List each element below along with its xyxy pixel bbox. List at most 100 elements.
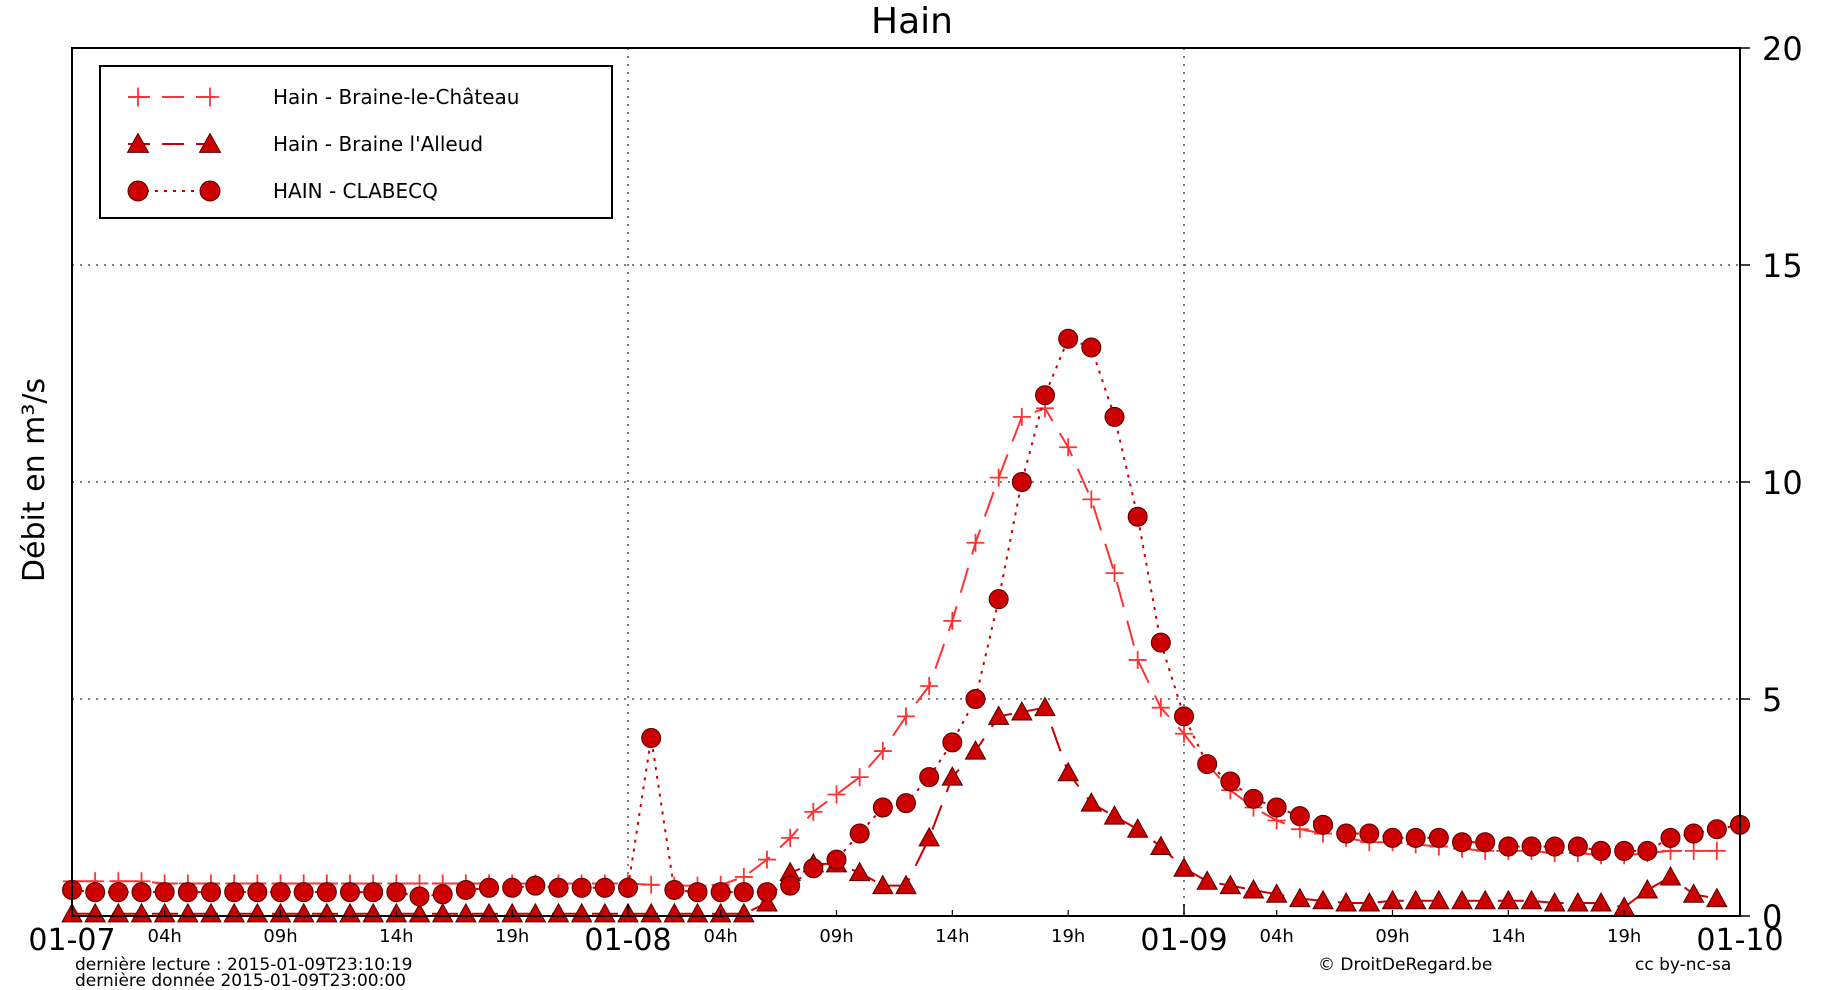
legend-label-0: Hain - Braine-le-Château (273, 85, 519, 109)
x-minor-tick-label-10: 14h (1491, 926, 1525, 947)
series-1-point-46 (1126, 818, 1149, 838)
x-major-tick-label-3: 01-10 (1696, 923, 1783, 958)
series-1-point-25 (640, 902, 663, 923)
x-minor-tick-label-6: 14h (935, 926, 969, 947)
series-2-point-58 (1405, 827, 1426, 848)
series-2-point-61 (1475, 832, 1496, 853)
series-1-point-52 (1265, 883, 1288, 903)
series-2-point-31 (780, 875, 801, 896)
series-0-point-37 (920, 676, 939, 695)
series-0-point-35 (873, 742, 892, 761)
y-tick-label-2: 10 (1762, 464, 1803, 502)
series-2-point-63 (1521, 836, 1542, 857)
series-0-point-36 (897, 707, 915, 726)
series-2-point-65 (1567, 836, 1588, 857)
series-1-point-39 (964, 740, 987, 760)
legend-label-2: HAIN - CLABECQ (273, 179, 438, 203)
series-2-point-12 (340, 882, 360, 903)
legend-marker-b-2 (199, 180, 221, 202)
footer-license: cc by-nc-sa (1635, 955, 1731, 975)
series-1-point-5 (176, 902, 199, 923)
series-2-point-22 (571, 877, 592, 898)
series-1-point-40 (987, 705, 1010, 725)
series-1-point-49 (1196, 870, 1219, 890)
series-1-point-13 (362, 902, 385, 923)
series-2-point-25 (641, 728, 662, 749)
series-1-point-38 (941, 766, 964, 786)
series-2-point-49 (1197, 754, 1218, 775)
series-1-point-15 (408, 902, 431, 923)
series-0-point-44 (1082, 490, 1101, 509)
series-1-point-18 (478, 902, 500, 923)
series-0-point-48 (1175, 724, 1193, 743)
series-2-point-60 (1452, 832, 1472, 853)
series-2-point-23 (594, 877, 615, 898)
series-1-point-6 (200, 902, 222, 923)
series-2-point-8 (247, 882, 268, 903)
series-2-point-52 (1266, 797, 1287, 818)
series-2-point-54 (1313, 814, 1333, 835)
series-2-point-62 (1498, 836, 1519, 857)
series-2-point-40 (988, 589, 1009, 610)
series-0-point-33 (827, 785, 846, 804)
legend-marker-a-2 (127, 180, 149, 202)
series-1-point-57 (1381, 889, 1404, 910)
series-2-point-70 (1683, 823, 1704, 844)
y-tick-label-4: 20 (1762, 30, 1803, 68)
series-1-point-36 (895, 874, 917, 895)
series-2-point-33 (826, 849, 847, 870)
series-1-point-58 (1404, 889, 1427, 910)
series-1-point-47 (1149, 835, 1172, 856)
x-minor-tick-label-5: 09h (819, 926, 853, 947)
series-1-point-12 (339, 902, 361, 923)
legend-marker-a-0 (128, 87, 148, 107)
series-1-point-26 (663, 902, 686, 923)
series-2-point-68 (1637, 840, 1658, 861)
ticks: 0 5 10 15 20 01-07 01-08 01-09 01-10 04h 09h 14h 19h… (28, 30, 1802, 958)
series-2-point-5 (177, 882, 198, 903)
series-1-point-42 (1034, 696, 1056, 717)
series-1-point-55 (1335, 891, 1358, 912)
series-2-point-66 (1591, 840, 1611, 861)
x-minor-tick-label-2: 14h (379, 926, 413, 947)
series-1-point-7 (223, 902, 246, 923)
series-0-point-32 (804, 802, 823, 821)
series-0-point-45 (1105, 564, 1124, 583)
x-minor-tick-label-8: 04h (1260, 926, 1294, 947)
grid (72, 48, 1740, 916)
x-minor-tick-label-9: 09h (1375, 926, 1409, 947)
legend-marker-b-1 (198, 132, 222, 153)
series-2-point-18 (479, 877, 499, 898)
series-2-point-37 (919, 767, 940, 788)
series-0-point-70 (1684, 841, 1703, 860)
series-2-point-1 (85, 882, 106, 903)
series-0-line (72, 406, 1717, 887)
series-1-point-41 (1010, 700, 1033, 721)
series-2-point-71 (1706, 819, 1727, 840)
series-1-point-63 (1520, 889, 1543, 910)
series-1-point-11 (315, 902, 338, 923)
series-1-point-8 (246, 902, 269, 923)
series-1-point-22 (570, 902, 593, 923)
footer-last-read: dernière lecture : 2015-01-09T23:10:19 (75, 955, 413, 975)
series-2-point-4 (154, 882, 175, 903)
series-2-point-11 (316, 882, 337, 903)
series-1 (61, 696, 1728, 923)
legend-label-1: Hain - Braine l'Alleud (273, 132, 483, 156)
series-2-point-34 (849, 823, 870, 844)
x-minor-tick-label-4: 04h (704, 926, 738, 947)
series-1-point-1 (84, 902, 107, 923)
series-2-point-67 (1614, 840, 1635, 861)
series-1-point-71 (1705, 887, 1728, 908)
series-0-point-46 (1128, 650, 1147, 669)
series-1-point-60 (1451, 889, 1473, 910)
x-minor-tick-label-7: 19h (1051, 926, 1085, 947)
x-minor-tick-label-1: 09h (263, 926, 297, 947)
series-2-point-20 (525, 875, 546, 896)
x-minor-tick-label-3: 19h (495, 926, 529, 947)
y-axis-label: Débit en m³/s (17, 378, 52, 582)
series-2-point-55 (1336, 823, 1357, 844)
series-1-point-27 (686, 902, 709, 923)
series-1-point-53 (1288, 887, 1311, 908)
